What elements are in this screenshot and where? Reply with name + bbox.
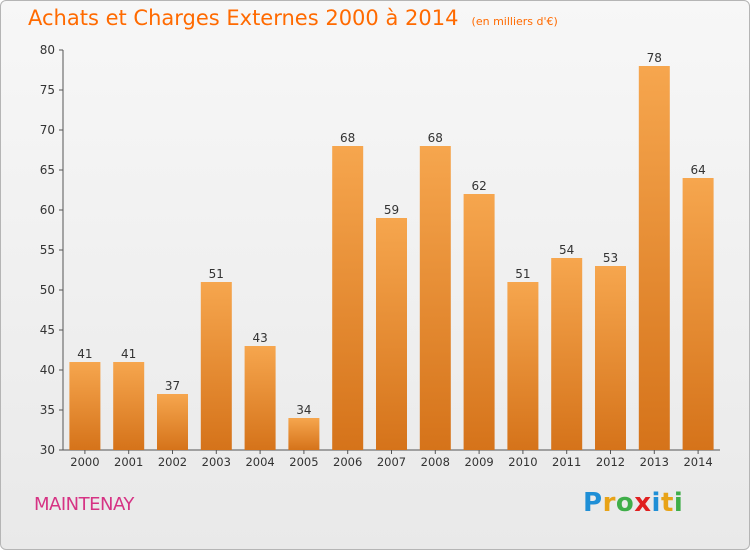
data-label: 59 xyxy=(384,203,399,217)
bar xyxy=(113,362,145,450)
x-tick-label: 2002 xyxy=(158,455,187,469)
data-label: 51 xyxy=(515,267,530,281)
chart-title: Achats et Charges Externes 2000 à 2014 xyxy=(28,6,459,30)
data-label: 51 xyxy=(209,267,224,281)
x-tick-label: 2004 xyxy=(245,455,274,469)
brand-letter: r xyxy=(602,488,616,518)
data-label: 54 xyxy=(559,243,574,257)
x-tick-label: 2005 xyxy=(289,455,318,469)
x-tick-label: 2003 xyxy=(202,455,231,469)
y-tick-label: 60 xyxy=(40,203,55,217)
x-tick-label: 2013 xyxy=(640,455,669,469)
y-tick-label: 80 xyxy=(40,43,55,57)
data-label: 64 xyxy=(690,163,705,177)
x-tick-label: 2007 xyxy=(377,455,406,469)
data-label: 62 xyxy=(471,179,486,193)
x-tick-label: 2006 xyxy=(333,455,362,469)
bar xyxy=(200,282,232,450)
bar xyxy=(551,258,583,450)
data-label: 41 xyxy=(121,347,136,361)
brand-letter: i xyxy=(651,488,661,518)
y-tick-label: 75 xyxy=(40,83,55,97)
x-tick-label: 2001 xyxy=(114,455,143,469)
brand-logo: Proxiti xyxy=(583,488,683,518)
data-label: 34 xyxy=(296,403,311,417)
x-tick-label: 2008 xyxy=(421,455,450,469)
brand-letter: i xyxy=(673,488,684,518)
data-label: 68 xyxy=(428,131,443,145)
x-tick-label: 2010 xyxy=(508,455,537,469)
bar xyxy=(332,146,364,450)
y-tick-label: 40 xyxy=(40,363,55,377)
data-label: 41 xyxy=(77,347,92,361)
x-tick-label: 2011 xyxy=(552,455,581,469)
bar xyxy=(244,346,276,450)
y-tick-label: 65 xyxy=(40,163,55,177)
brand-letter: x xyxy=(634,488,652,518)
bar xyxy=(376,218,407,450)
bar xyxy=(69,362,101,450)
data-label: 43 xyxy=(252,331,267,345)
bar xyxy=(682,178,714,450)
bar xyxy=(157,394,188,450)
bar xyxy=(419,146,451,450)
data-label: 37 xyxy=(165,379,180,393)
y-tick-label: 50 xyxy=(40,283,55,297)
x-tick-label: 2000 xyxy=(70,455,99,469)
y-tick-label: 30 xyxy=(40,443,55,457)
data-label: 68 xyxy=(340,131,355,145)
brand-letter: t xyxy=(660,488,674,518)
bar xyxy=(288,418,320,450)
brand-letter: P xyxy=(583,488,603,518)
x-tick-label: 2009 xyxy=(464,455,493,469)
y-tick-label: 70 xyxy=(40,123,55,137)
y-tick-label: 45 xyxy=(40,323,55,337)
bar xyxy=(507,282,539,450)
brand-letter: o xyxy=(615,488,635,518)
y-tick-label: 35 xyxy=(40,403,55,417)
data-label: 53 xyxy=(603,251,618,265)
bar xyxy=(595,266,626,450)
commune-name: MAINTENAY xyxy=(34,494,134,515)
data-label: 78 xyxy=(647,51,662,65)
title-row: Achats et Charges Externes 2000 à 2014 (… xyxy=(28,6,558,30)
bar xyxy=(638,66,670,450)
x-tick-label: 2012 xyxy=(596,455,625,469)
x-tick-label: 2014 xyxy=(683,455,712,469)
y-tick-label: 55 xyxy=(40,243,55,257)
chart-subtitle: (en milliers d'€) xyxy=(471,15,558,28)
bar xyxy=(463,194,495,450)
